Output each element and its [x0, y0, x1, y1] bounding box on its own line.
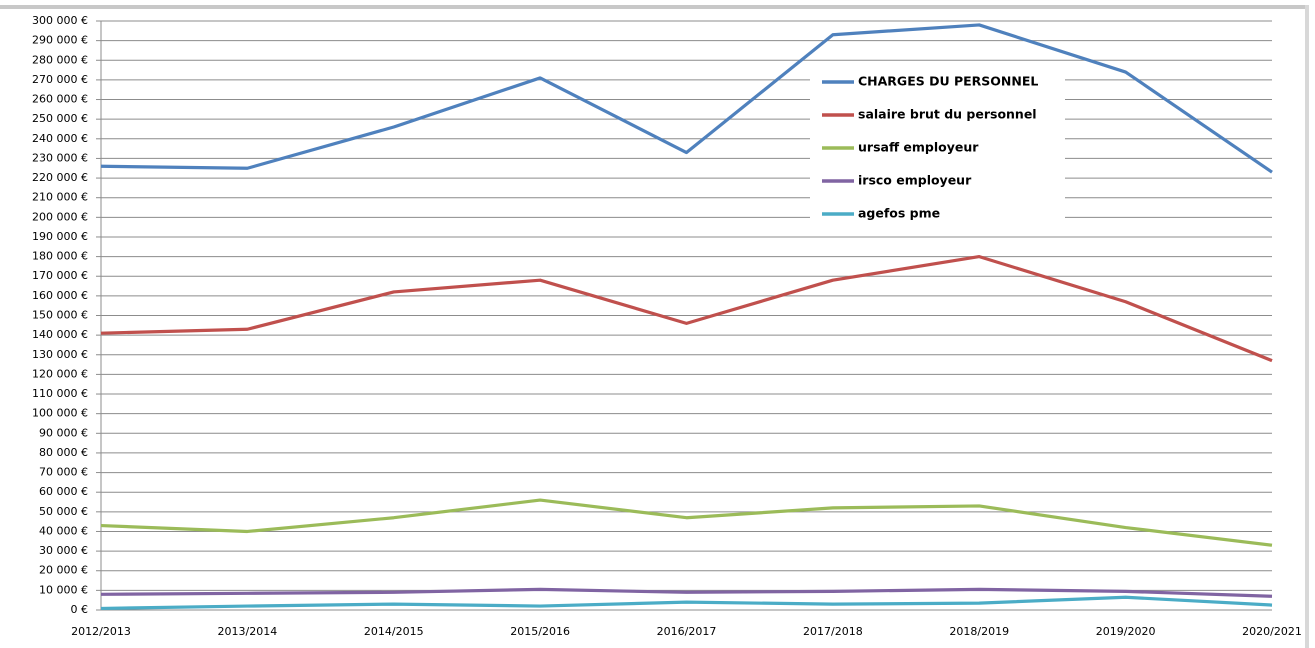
legend: CHARGES DU PERSONNEL salaire brut du pers… — [810, 62, 1065, 228]
y-tick-label: 0 € — [71, 603, 89, 616]
x-tick-label: 2020/2021 — [1242, 625, 1302, 638]
x-tick-label: 2013/2014 — [218, 625, 278, 638]
x-tick-label: 2017/2018 — [803, 625, 863, 638]
y-tick-label: 220 000 € — [32, 171, 88, 184]
y-tick-label: 130 000 € — [32, 348, 88, 361]
y-tick-label: 120 000 € — [32, 367, 88, 380]
y-tick-label: 110 000 € — [32, 387, 88, 400]
y-tick-label: 180 000 € — [32, 250, 88, 263]
y-tick-label: 60 000 € — [39, 485, 88, 498]
series-line — [100, 595, 1273, 611]
x-tick-label: 2015/2016 — [510, 625, 570, 638]
series-line — [100, 587, 1273, 598]
series-line — [100, 498, 1273, 547]
y-tick-label: 230 000 € — [32, 151, 88, 164]
legend-label: agefos pme — [858, 206, 940, 221]
legend-label: ursaff employeur — [858, 140, 979, 155]
frame-top — [0, 5, 1309, 9]
y-tick-label: 280 000 € — [32, 53, 88, 66]
x-tick-label: 2019/2020 — [1096, 625, 1156, 638]
y-tick-label: 140 000 € — [32, 328, 88, 341]
y-tick-label: 260 000 € — [32, 93, 88, 106]
y-tick-label: 40 000 € — [39, 524, 88, 537]
lines — [100, 23, 1273, 611]
y-tick-label: 170 000 € — [32, 269, 88, 282]
y-tick-label: 10 000 € — [39, 583, 88, 596]
x-tick-label: 2016/2017 — [657, 625, 717, 638]
series-line — [100, 255, 1273, 363]
legend-label: CHARGES DU PERSONNEL — [858, 74, 1038, 89]
y-tick-label: 20 000 € — [39, 564, 88, 577]
x-tick-label: 2012/2013 — [71, 625, 131, 638]
y-tick-label: 50 000 € — [39, 505, 88, 518]
y-tick-label: 250 000 € — [32, 112, 88, 125]
y-tick-label: 30 000 € — [39, 544, 88, 557]
legend-label: irsco employeur — [858, 173, 972, 188]
y-tick-label: 210 000 € — [32, 191, 88, 204]
y-tick-label: 160 000 € — [32, 289, 88, 302]
y-tick-label: 270 000 € — [32, 73, 88, 86]
legend-box — [810, 62, 1065, 228]
y-tick-label: 290 000 € — [32, 34, 88, 47]
y-tick-label: 200 000 € — [32, 210, 88, 223]
grid: 0 € 10 000 € 20 000 € 30 000 € 40 000 € 50 00… — [32, 14, 1302, 638]
series-line — [100, 23, 1273, 174]
y-tick-label: 300 000 € — [32, 14, 88, 27]
y-tick-label: 190 000 € — [32, 230, 88, 243]
y-tick-label: 240 000 € — [32, 132, 88, 145]
x-tick-label: 2014/2015 — [364, 625, 424, 638]
legend-label: salaire brut du personnel — [858, 107, 1037, 122]
y-tick-label: 80 000 € — [39, 446, 88, 459]
x-tick-label: 2018/2019 — [949, 625, 1009, 638]
y-tick-label: 90 000 € — [39, 426, 88, 439]
y-tick-label: 100 000 € — [32, 407, 88, 420]
y-tick-label: 150 000 € — [32, 309, 88, 322]
frame-right — [1305, 5, 1309, 648]
y-tick-label: 70 000 € — [39, 466, 88, 479]
